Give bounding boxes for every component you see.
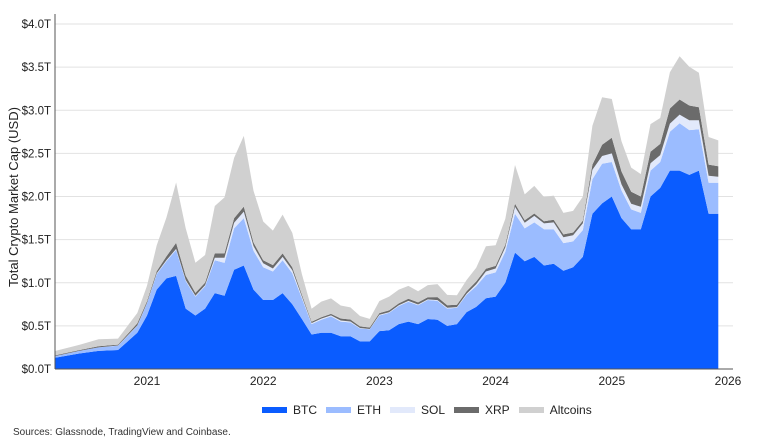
y-tick-label: $1.5T: [22, 235, 51, 247]
legend-item-sol: SOL: [390, 403, 445, 417]
legend-label: Altcoins: [549, 403, 592, 417]
y-tick-label: $0.5T: [22, 321, 51, 333]
y-tick-label: $3.5T: [22, 62, 51, 74]
area-eth: [55, 123, 719, 358]
stacked-area-chart: $0.0T $0.5T $1.0T $1.5T $2.0T $2.5T $3.0T $3.5T…: [6, 14, 742, 388]
source-note: Sources: Glassnode, TradingView and Coin…: [13, 427, 231, 438]
sol-swatch-icon: [390, 407, 415, 413]
legend-item-xrp: XRP: [454, 403, 510, 417]
y-tick-label: $4.0T: [22, 19, 51, 31]
x-tick-label: 2022: [250, 374, 277, 388]
legend-item-eth: ETH: [326, 403, 381, 417]
x-tick-label: 2023: [366, 374, 393, 388]
axes: $0.0T $0.5T $1.0T $1.5T $2.0T $2.5T $3.0T $3.5T…: [22, 14, 742, 388]
x-tick-label: 2025: [598, 374, 625, 388]
legend-label: XRP: [485, 403, 510, 417]
y-tick-label: $2.5T: [22, 148, 51, 160]
y-tick-label: $3.0T: [22, 105, 51, 117]
y-tick-label: $2.0T: [22, 192, 51, 204]
y-tick-label: $1.0T: [22, 278, 51, 290]
y-tick-label: $0.0T: [22, 364, 51, 376]
xrp-swatch-icon: [454, 407, 480, 413]
legend-item-btc: BTC: [262, 403, 317, 417]
x-tick-label: 2021: [134, 374, 161, 388]
x-tick-label: 2024: [482, 374, 509, 388]
btc-swatch-icon: [262, 407, 287, 413]
chart-areas: [55, 56, 719, 369]
area-btc: [55, 170, 719, 369]
y-axis-label: Total Crypto Market Cap (USD): [6, 107, 21, 287]
legend-label: BTC: [293, 403, 317, 417]
x-tick-label: 2026: [715, 374, 742, 388]
legend-item-altcoins: Altcoins: [518, 403, 592, 417]
altcoins-swatch-icon: [518, 407, 544, 413]
eth-swatch-icon: [326, 407, 351, 413]
legend-label: SOL: [421, 403, 446, 417]
legend-label: ETH: [357, 403, 381, 417]
legend: BTC ETH SOL XRP Altcoins: [262, 403, 601, 417]
